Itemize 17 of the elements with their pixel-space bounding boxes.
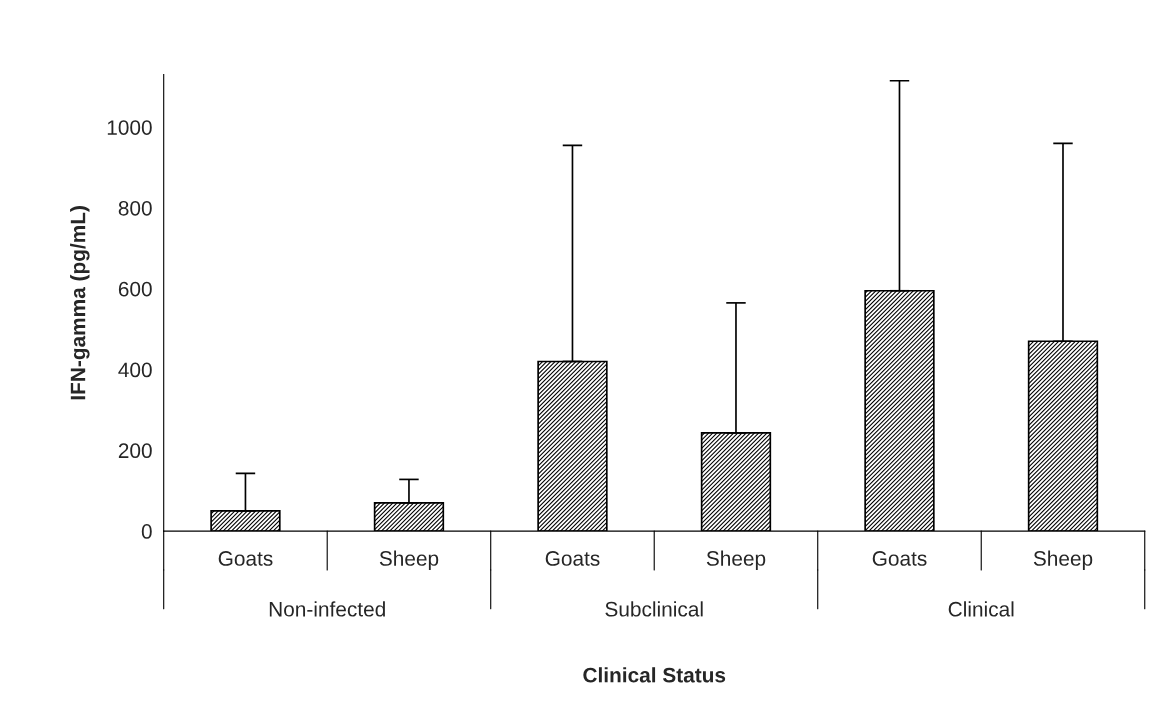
- y-tick-label: 800: [118, 200, 152, 216]
- y-tick-label: 400: [118, 362, 152, 378]
- x-tick-label: Goats: [545, 551, 600, 566]
- text: Subclinical: [605, 601, 703, 617]
- x-tick-label: Goats: [218, 551, 273, 566]
- y-tick-label: 600: [118, 281, 152, 297]
- y-tick-label: 0: [141, 524, 152, 539]
- x-tick-label: Goats: [872, 551, 927, 566]
- y-axis-title: IFN-gamma (pg/mL): [70, 206, 90, 400]
- x-axis-title: Clinical Status: [583, 667, 726, 683]
- x-tick-label: Sheep: [1033, 550, 1093, 570]
- y-tick-label: 1000: [107, 120, 152, 135]
- x-tick-label: Sheep: [706, 550, 766, 570]
- y-tick-label: 200: [118, 443, 152, 459]
- text: Non-infected: [269, 601, 385, 617]
- x-tick-label: Sheep: [379, 550, 439, 570]
- text: Clinical: [948, 601, 1014, 617]
